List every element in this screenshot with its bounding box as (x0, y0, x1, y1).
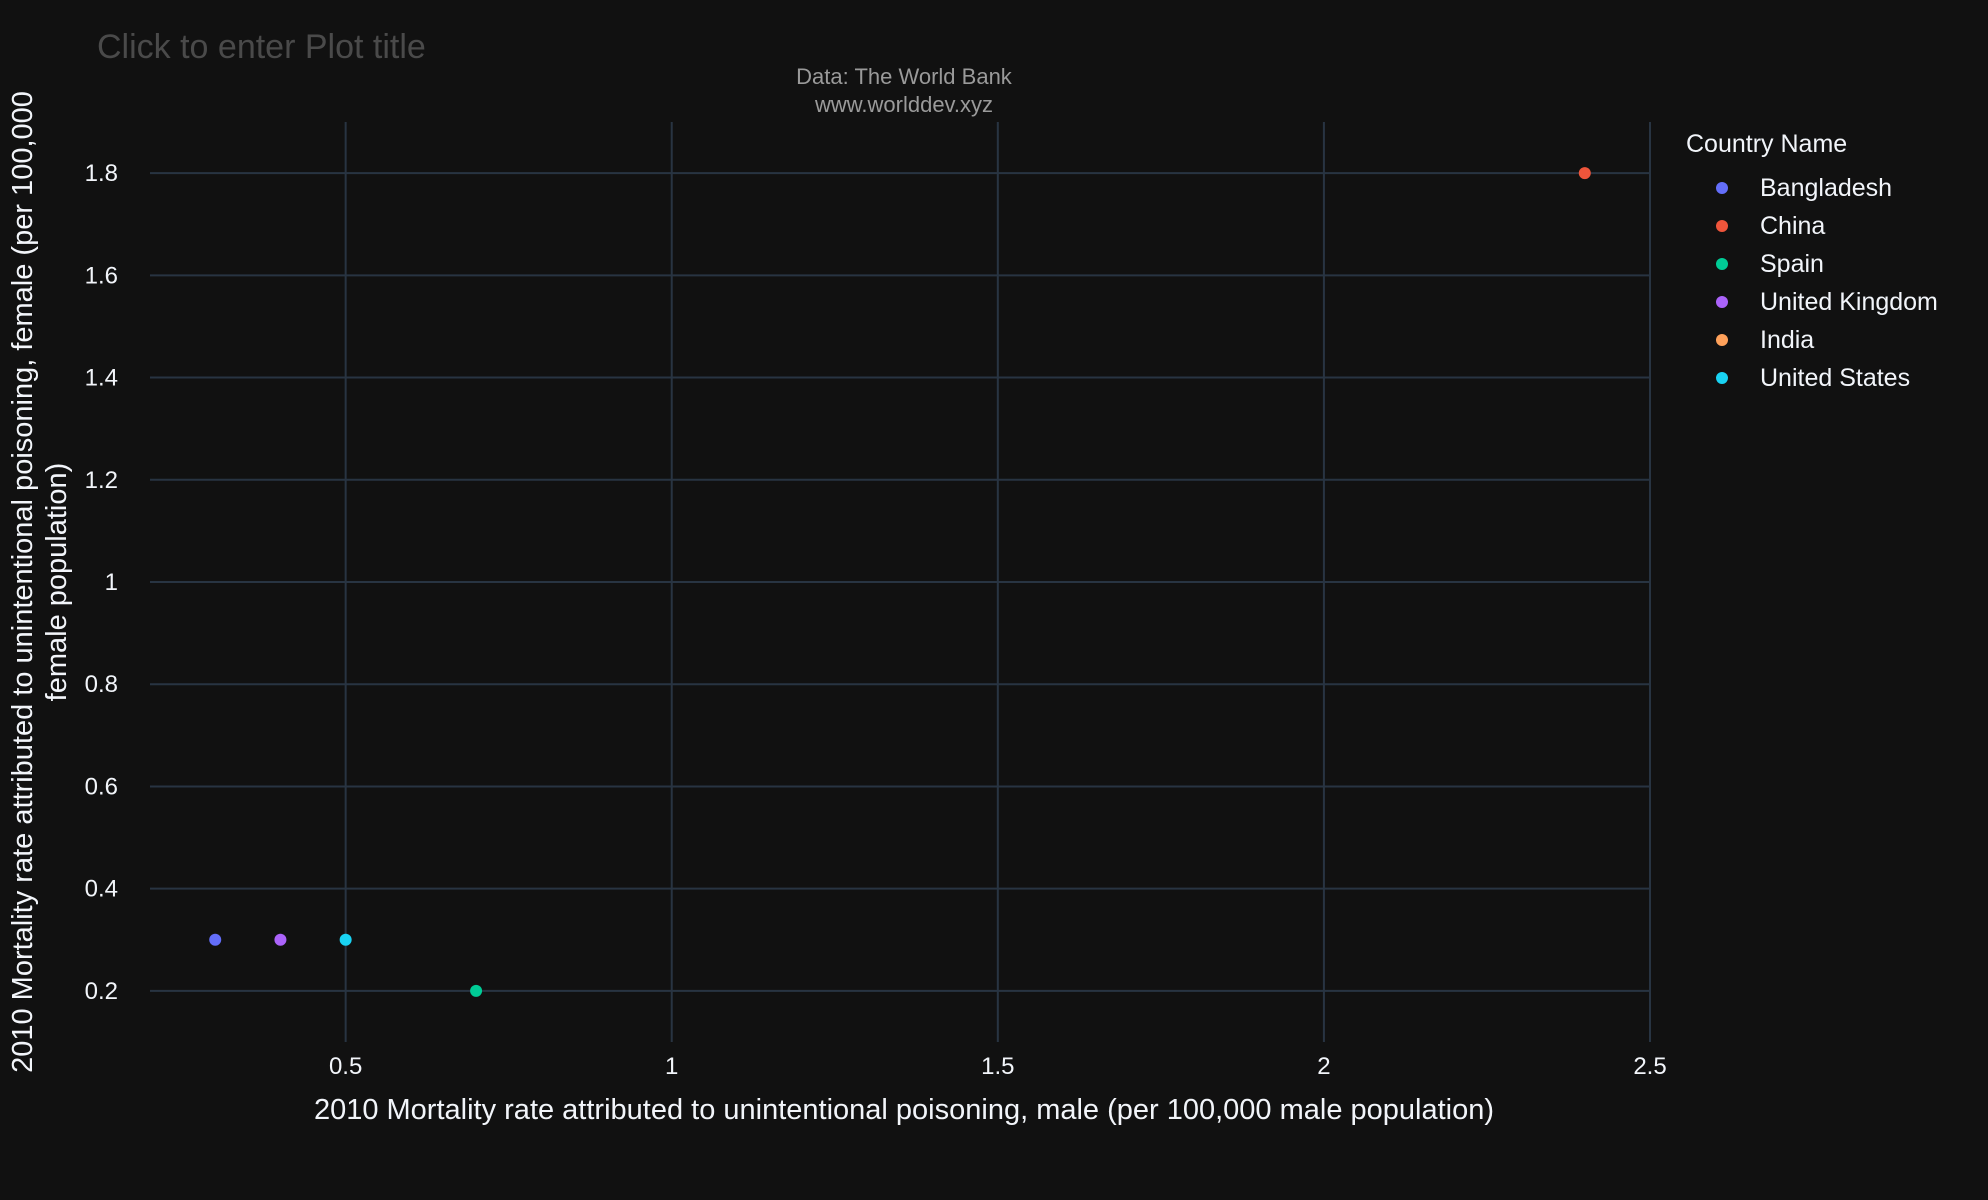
x-tick-label: 1 (665, 1053, 678, 1080)
point-united-states[interactable] (339, 933, 352, 946)
legend-label: United States (1760, 363, 1911, 392)
x-tick-label: 0.5 (329, 1053, 362, 1080)
legend-label: China (1760, 211, 1826, 240)
legend-marker-icon (1716, 296, 1728, 308)
y-tick-label: 0.4 (85, 876, 118, 903)
data-points (209, 167, 1591, 997)
y-tick-label: 1.4 (85, 365, 118, 392)
legend-item-united-kingdom[interactable]: United Kingdom (1686, 283, 1938, 321)
y-tick-label: 0.6 (85, 773, 118, 800)
plot-title-placeholder[interactable]: Click to enter Plot title (97, 28, 426, 66)
x-tick-label: 1.5 (981, 1053, 1014, 1080)
legend-title: Country Name (1686, 130, 1848, 158)
subtitle-source: Data: The World Bank (796, 64, 1012, 89)
y-tick-label: 1.8 (85, 160, 118, 187)
legend-item-bangladesh[interactable]: Bangladesh (1686, 169, 1938, 207)
legend-marker-icon (1716, 258, 1728, 270)
legend-items: Bangladesh China Spain United Kingdom India U… (1686, 169, 1938, 397)
point-china[interactable] (1578, 167, 1591, 180)
legend-label: Bangladesh (1760, 173, 1893, 202)
grid-lines (150, 122, 1651, 1042)
x-axis-label: 2010 Mortality rate attributed to uninte… (313, 1094, 1495, 1126)
y-tick-label: 1.6 (85, 262, 118, 289)
y-tick-label: 1 (105, 569, 118, 596)
y-tick-label: 0.8 (85, 671, 118, 698)
legend-label: Spain (1760, 249, 1824, 278)
y-tick-label: 1.2 (85, 467, 118, 494)
y-tick-label: 0.2 (85, 978, 118, 1005)
legend-label: India (1760, 325, 1815, 354)
x-tick-label: 2.5 (1633, 1053, 1666, 1080)
legend-item-china[interactable]: China (1686, 207, 1938, 245)
legend-item-united-states[interactable]: United States (1686, 359, 1938, 397)
point-spain[interactable] (470, 984, 483, 997)
legend-marker-icon (1716, 182, 1728, 194)
point-united-kingdom[interactable] (274, 933, 287, 946)
subtitle-website: www.worlddev.xyz (814, 92, 994, 117)
legend: Country Name Bangladesh China Spain United … (1686, 130, 1938, 397)
x-axis-ticks: 0.5 1 1.5 2 2.5 (329, 1053, 1667, 1080)
legend-item-spain[interactable]: Spain (1686, 245, 1938, 283)
legend-item-india[interactable]: India (1686, 321, 1938, 359)
legend-marker-icon (1716, 220, 1728, 232)
legend-label: United Kingdom (1760, 287, 1938, 316)
x-tick-label: 2 (1317, 1053, 1330, 1080)
legend-marker-icon (1716, 334, 1728, 346)
point-bangladesh[interactable] (209, 933, 222, 946)
y-axis-label: 2010 Mortality rate attributed to uninte… (7, 91, 73, 1073)
y-axis-ticks: 0.2 0.4 0.6 0.8 1 1.2 1.4 1.6 1.8 (85, 160, 118, 1005)
legend-marker-icon (1716, 372, 1728, 384)
